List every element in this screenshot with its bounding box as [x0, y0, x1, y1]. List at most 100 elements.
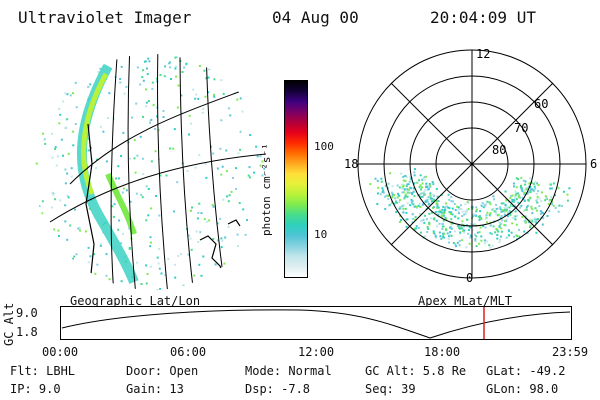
emission-pixel	[163, 75, 166, 78]
emission-pixel	[440, 214, 443, 217]
emission-pixel	[52, 193, 55, 196]
emission-pixel	[466, 218, 469, 221]
emission-pixel	[75, 106, 78, 109]
emission-pixel	[88, 149, 91, 152]
emission-pixel	[423, 221, 426, 224]
glon-readout: GLon: 98.0	[486, 382, 559, 396]
emission-pixel	[393, 202, 396, 205]
emission-pixel	[424, 199, 427, 202]
emission-pixel	[534, 187, 537, 190]
emission-pixel	[400, 219, 403, 221]
emission-pixel	[499, 222, 502, 225]
emission-pixel	[558, 204, 561, 207]
emission-pixel	[175, 75, 178, 78]
emission-pixel	[414, 168, 416, 171]
emission-pixel	[262, 247, 265, 249]
emission-pixel	[102, 130, 105, 133]
emission-pixel	[511, 200, 514, 203]
emission-pixel	[529, 225, 532, 228]
emission-pixel	[118, 219, 121, 222]
emission-pixel	[404, 174, 407, 177]
emission-pixel	[150, 207, 153, 210]
emission-pixel	[545, 197, 548, 200]
seq-readout: Seq: 39	[365, 382, 416, 396]
emission-pixel	[142, 173, 145, 175]
emission-pixel	[197, 211, 200, 214]
time-tick-0000: 00:00	[42, 345, 79, 359]
emission-pixel	[528, 196, 531, 199]
emission-pixel	[509, 213, 512, 216]
emission-pixel	[499, 217, 502, 220]
emission-pixel	[74, 81, 77, 84]
emission-pixel	[247, 76, 250, 79]
emission-pixel	[224, 57, 227, 59]
emission-pixel	[185, 62, 188, 65]
emission-pixel	[473, 224, 476, 227]
polar-grid	[357, 49, 587, 279]
emission-pixel	[438, 231, 441, 234]
emission-pixel	[193, 274, 196, 277]
emission-pixel	[51, 191, 54, 194]
emission-pixel	[205, 176, 208, 179]
emission-pixel	[539, 213, 542, 216]
emission-pixel	[436, 195, 439, 198]
emission-pixel	[159, 288, 162, 290]
emission-pixel	[415, 205, 418, 208]
emission-pixel	[44, 142, 47, 145]
emission-pixel	[411, 213, 414, 216]
emission-pixel	[57, 235, 60, 237]
emission-pixel	[423, 190, 426, 193]
emission-pixel	[141, 196, 144, 199]
emission-pixel	[402, 204, 405, 207]
emission-pixel	[70, 175, 73, 178]
emission-pixel	[203, 69, 206, 72]
emission-pixel	[552, 204, 555, 207]
emission-pixel	[566, 199, 569, 202]
emission-pixel	[489, 212, 492, 215]
emission-pixel	[418, 202, 421, 205]
emission-pixel	[461, 220, 464, 223]
emission-pixel	[66, 194, 69, 197]
emission-pixel	[497, 207, 500, 210]
emission-pixel	[398, 207, 401, 210]
emission-pixel	[536, 198, 539, 201]
observation-time: 20:04:09 UT	[430, 8, 536, 27]
emission-pixel	[113, 203, 116, 206]
emission-pixel	[404, 193, 407, 196]
emission-pixel	[423, 193, 426, 196]
emission-pixel	[442, 206, 445, 208]
emission-pixel	[491, 233, 493, 235]
emission-pixel	[525, 191, 527, 194]
emission-pixel	[442, 225, 445, 228]
emission-pixel	[434, 234, 437, 237]
emission-pixel	[219, 147, 222, 150]
gc-alt-readout: GC Alt: 5.8 Re	[365, 364, 467, 378]
emission-pixel	[458, 227, 461, 229]
emission-pixel	[54, 198, 57, 201]
emission-pixel	[142, 115, 144, 118]
emission-pixel	[45, 52, 47, 54]
emission-pixel	[401, 191, 404, 194]
emission-pixel	[508, 210, 511, 213]
emission-pixel	[177, 255, 180, 257]
emission-pixel	[431, 197, 433, 200]
emission-pixel	[53, 66, 56, 69]
altitude-tick-min: 1.8	[16, 325, 38, 339]
emission-pixel	[190, 248, 193, 251]
emission-pixel	[249, 101, 252, 104]
emission-pixel	[431, 181, 434, 184]
emission-pixel	[237, 152, 240, 155]
emission-pixel	[547, 203, 550, 205]
emission-pixel	[182, 284, 185, 287]
colorbar-tick-10: 10	[314, 228, 328, 241]
emission-pixel	[87, 246, 90, 249]
emission-pixel	[413, 171, 416, 174]
emission-pixel	[424, 214, 426, 217]
emission-pixel	[511, 222, 514, 225]
emission-pixel	[174, 276, 177, 279]
emission-pixel	[464, 203, 467, 206]
emission-pixel	[535, 199, 538, 202]
emission-pixel	[466, 200, 469, 203]
emission-pixel	[401, 205, 404, 208]
emission-pixel	[140, 193, 143, 196]
